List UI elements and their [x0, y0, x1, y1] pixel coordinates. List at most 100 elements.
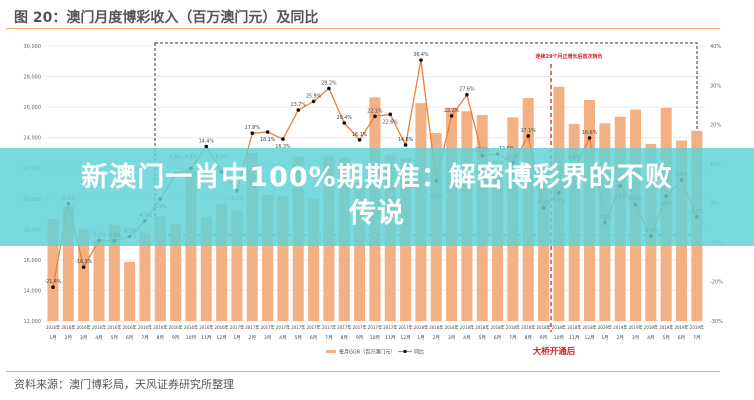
x-axis-tick-year: 2017年 — [353, 324, 367, 331]
x-axis-tick-year: 2017年 — [322, 324, 336, 331]
yoy-marker — [250, 131, 255, 136]
yoy-data-label: 18.1% — [260, 137, 276, 143]
x-axis-tick-year: 2018年 — [537, 324, 551, 331]
x-axis-tick-year: 2016年 — [199, 324, 213, 331]
x-axis-tick-year: 2019年 — [659, 324, 673, 331]
yoy-data-label: -21.4% — [45, 279, 62, 285]
left-axis-tick: 24,000 — [24, 136, 42, 142]
yoy-marker — [296, 108, 301, 112]
x-axis-tick-month: 3月 — [264, 335, 272, 341]
ggr-bar — [108, 224, 120, 321]
x-axis-tick-month: 5月 — [662, 335, 670, 341]
x-axis-tick-year: 2018年 — [445, 324, 459, 331]
ggr-bar — [154, 216, 166, 321]
x-axis-tick-month: 4月 — [279, 335, 287, 341]
yoy-data-label: 14.8% — [398, 137, 414, 143]
x-axis-tick-year: 2019年 — [675, 324, 689, 331]
x-axis-tick-month: 5月 — [295, 335, 303, 341]
bridge-annotation: 大桥开通后 — [533, 346, 576, 357]
x-axis-tick-year: 2018年 — [521, 324, 535, 331]
x-axis-tick-year: 2018年 — [491, 324, 505, 331]
title-divider — [6, 28, 720, 29]
yoy-marker — [342, 121, 347, 125]
ggr-bar — [277, 196, 289, 321]
x-axis-tick-year: 2018年 — [583, 324, 597, 331]
x-axis-tick-year: 2018年 — [552, 324, 566, 331]
footer-divider — [6, 371, 720, 372]
x-axis-tick-year: 2016年 — [77, 324, 91, 331]
yoy-marker — [449, 114, 454, 118]
x-axis-tick-year: 2016年 — [169, 324, 183, 331]
yoy-data-label: 14.4% — [199, 139, 215, 145]
yoy-data-label: 16.3% — [275, 144, 291, 150]
yoy-data-label: 29.2% — [321, 80, 337, 86]
yoy-marker — [281, 137, 285, 141]
right-axis-tick: 20% — [710, 123, 721, 129]
x-axis-tick-year: 2016年 — [46, 324, 60, 331]
x-axis-tick-year: 2017年 — [261, 324, 275, 331]
yoy-marker — [204, 144, 209, 149]
x-axis-tick-month: 7月 — [693, 335, 701, 341]
yoy-marker — [526, 134, 531, 138]
yoy-marker — [265, 130, 270, 134]
x-axis-tick-year: 2017年 — [399, 324, 413, 331]
x-axis-tick-month: 2月 — [432, 335, 440, 341]
legend-line-marker — [403, 349, 407, 354]
yoy-marker — [357, 138, 362, 142]
x-axis-tick-month: 6月 — [494, 335, 502, 341]
x-axis-tick-month: 4月 — [463, 335, 471, 341]
left-axis-tick: 28,000 — [24, 75, 42, 81]
yoy-data-label: 17.1% — [521, 128, 537, 134]
x-axis-tick-year: 2018年 — [460, 324, 474, 331]
x-axis-tick-month: 12月 — [216, 335, 226, 341]
x-axis-tick-month: 2月 — [249, 335, 257, 341]
x-axis-tick-month: 8月 — [341, 335, 349, 341]
left-axis-tick: 12,000 — [24, 319, 42, 325]
yoy-data-label: 23.7% — [291, 102, 307, 108]
x-axis-tick-month: 11月 — [569, 335, 579, 341]
yoy-data-label: 22.2% — [444, 108, 460, 114]
yoy-marker — [327, 86, 331, 91]
x-axis-tick-month: 7月 — [325, 335, 333, 341]
x-axis-tick-year: 2017年 — [383, 324, 397, 331]
yoy-data-label: 17.8% — [245, 125, 261, 131]
x-axis-tick-month: 3月 — [80, 335, 88, 341]
x-axis-tick-month: 8月 — [524, 335, 532, 341]
yoy-marker — [388, 112, 393, 117]
x-axis-tick-year: 2017年 — [291, 324, 305, 331]
ggr-bar — [47, 219, 59, 321]
left-axis-tick: 26,000 — [24, 105, 42, 111]
x-axis-tick-month: 6月 — [310, 335, 318, 341]
x-axis-tick-year: 2017年 — [307, 324, 321, 331]
yoy-marker — [419, 58, 423, 62]
x-axis-tick-month: 9月 — [172, 335, 180, 341]
x-axis-tick-year: 2019年 — [644, 324, 658, 331]
ggr-bar — [216, 203, 228, 321]
yoy-data-label: 20.4% — [337, 115, 353, 121]
ggr-bar — [308, 198, 320, 321]
yoy-marker — [51, 285, 55, 290]
x-axis-tick-year: 2018年 — [414, 324, 428, 331]
x-axis-tick-year: 2016年 — [61, 324, 75, 331]
first-negative-annotation: 连续29个月正增长后首次转负 — [536, 53, 603, 60]
x-axis-tick-month: 10月 — [370, 335, 380, 341]
x-axis-tick-month: 1月 — [601, 335, 609, 341]
x-axis-tick-year: 2019年 — [598, 324, 612, 331]
x-axis-tick-month: 5月 — [478, 335, 486, 341]
yoy-data-label: 22.1% — [367, 108, 383, 114]
yoy-data-label: 16.1% — [352, 132, 368, 138]
x-axis-tick-year: 2016年 — [123, 324, 137, 331]
x-axis-tick-year: 2017年 — [245, 324, 259, 331]
x-axis-tick-year: 2016年 — [215, 324, 229, 331]
x-axis-tick-month: 10月 — [554, 335, 564, 341]
x-axis-tick-year: 2017年 — [230, 324, 244, 331]
x-axis-tick-month: 5月 — [111, 335, 119, 341]
x-axis-tick-month: 12月 — [584, 335, 594, 341]
x-axis-tick-month: 10月 — [186, 335, 196, 341]
x-axis-tick-month: 4月 — [647, 335, 655, 341]
x-axis-tick-month: 11月 — [385, 335, 395, 341]
ggr-bar — [124, 261, 136, 321]
ggr-bar — [93, 239, 105, 321]
x-axis-tick-month: 3月 — [632, 335, 640, 341]
x-axis-tick-year: 2019年 — [690, 324, 704, 331]
